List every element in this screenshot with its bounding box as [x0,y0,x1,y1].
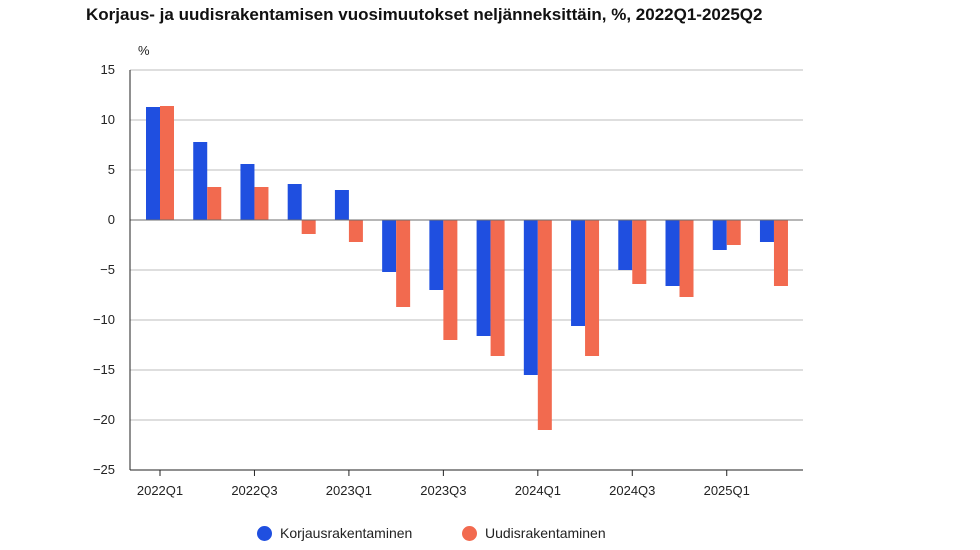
legend-swatch [462,525,477,541]
bar-korjausrakentaminen-2022q2 [193,142,208,220]
bar-korjausrakentaminen-2025q1 [712,220,727,250]
bar-uudisrakentaminen-2023q4 [490,220,505,356]
y-tick-label: −10 [93,312,115,327]
bar-uudisrakentaminen-2023q1 [348,220,363,242]
bar-korjausrakentaminen-2023q4 [476,220,491,336]
y-tick-label: 0 [108,212,115,227]
y-tick-label: −5 [100,262,115,277]
bar-korjausrakentaminen-2023q3 [429,220,444,290]
bar-korjausrakentaminen-2023q1 [334,190,349,220]
legend-item: Uudisrakentaminen [462,525,606,541]
x-tick-label: 2024Q1 [515,483,561,498]
legend-item: Korjausrakentaminen [257,525,412,541]
bar-uudisrakentaminen-2024q3 [632,220,647,284]
x-tick-label: 2023Q3 [420,483,466,498]
y-axis-unit: % [138,43,150,58]
x-tick-label: 2022Q1 [137,483,183,498]
legend-label: Korjausrakentaminen [280,525,413,541]
x-tick-label: 2022Q3 [231,483,277,498]
y-tick-label: 15 [101,62,115,77]
bar-korjausrakentaminen-2022q4 [287,184,302,220]
bar-korjausrakentaminen-2022q1 [146,107,160,220]
y-tick-label: −20 [93,412,115,427]
y-tick-label: −15 [93,362,115,377]
bar-uudisrakentaminen-2023q3 [443,220,458,340]
legend-label: Uudisrakentaminen [485,525,606,541]
bar-korjausrakentaminen-2024q2 [571,220,586,326]
bar-korjausrakentaminen-2022q3 [240,164,255,220]
bar-korjausrakentaminen-2025q2 [759,220,774,242]
y-tick-label: 5 [108,162,115,177]
axis-layer: 15 10 5 0 −5 −10 −15 −20 −25% 2022Q1 2022Q3 2023Q1 2… [93,43,803,498]
bar-korjausrakentaminen-2023q2 [382,220,397,272]
bar-uudisrakentaminen-2023q2 [396,220,411,307]
legend-swatch [257,525,272,541]
bar-uudisrakentaminen-2024q2 [585,220,600,356]
bar-korjausrakentaminen-2024q1 [523,220,538,375]
bar-uudisrakentaminen-2022q3 [254,187,269,220]
legend: Korjausrakentaminen Uudisrakentaminen [0,525,980,547]
y-tick-label: 10 [101,112,115,127]
chart-title: Korjaus- ja uudisrakentamisen vuosimuuto… [86,5,763,24]
y-tick-label: −25 [93,462,115,477]
bar-uudisrakentaminen-2024q4 [679,220,694,297]
x-tick-label: 2024Q3 [609,483,655,498]
x-tick-label: 2025Q1 [704,483,750,498]
bar-uudisrakentaminen-2025q1 [726,220,741,245]
bar-uudisrakentaminen-2022q4 [301,220,316,234]
grid-layer [130,69,803,471]
bar-korjausrakentaminen-2024q3 [618,220,633,270]
bar-korjausrakentaminen-2024q4 [665,220,680,286]
bar-uudisrakentaminen-2022q2 [207,187,222,220]
bar-uudisrakentaminen-2024q1 [537,220,552,430]
bar-uudisrakentaminen-2022q1 [160,106,174,220]
bar-uudisrakentaminen-2025q2 [773,220,788,286]
bar-layer [146,106,788,430]
x-tick-label: 2023Q1 [326,483,372,498]
